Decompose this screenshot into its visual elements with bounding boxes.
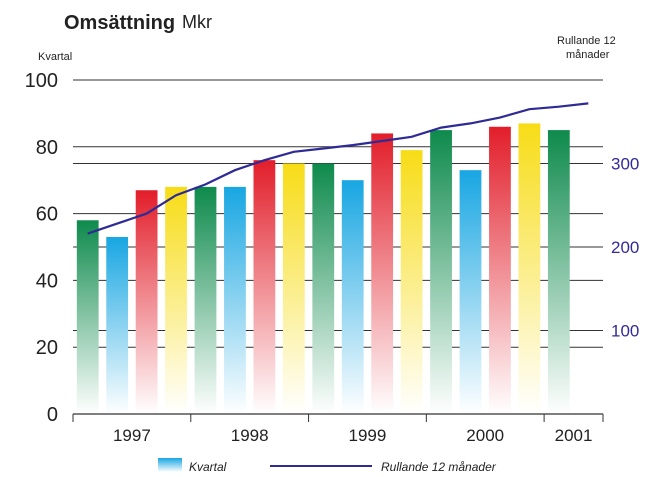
bar-1999-q2 [341, 180, 364, 414]
bar-1997-q3 [135, 190, 158, 414]
legend-label-kvartal: Kvartal [189, 460, 227, 474]
bar-1998-q2 [224, 186, 246, 414]
legend-label-rullande: Rullande 12 månader [381, 460, 497, 474]
y-left-tick-60: 60 [36, 204, 58, 226]
y-right-tick-200: 200 [611, 238, 639, 257]
bar-2000-q4 [518, 123, 541, 415]
bar-1997-q2 [106, 236, 129, 414]
y-left-tick-20: 20 [36, 337, 58, 359]
legend-swatch-kvartal [158, 458, 182, 472]
legend: Kvartal Rullande 12 månader [158, 458, 497, 474]
y-right-tick-100: 100 [611, 322, 639, 341]
y-right-tick-300: 300 [611, 155, 639, 174]
x-tick-1999: 1999 [349, 426, 387, 445]
bar-1997-q4 [165, 186, 187, 414]
bar-2001-q1 [547, 130, 570, 414]
bar-series [76, 123, 570, 415]
x-tick-1998: 1998 [231, 426, 269, 445]
bar-1999-q1 [312, 163, 335, 414]
bar-1998-q1 [194, 186, 217, 414]
bar-1998-q4 [282, 163, 305, 414]
bar-1999-q4 [400, 150, 423, 414]
x-tick-1997: 1997 [113, 426, 151, 445]
bar-2000-q2 [459, 170, 482, 414]
chart-title: Omsättning Mkr [64, 12, 212, 34]
y-left-tick-40: 40 [36, 270, 58, 292]
y-left-tick-0: 0 [47, 404, 58, 426]
bar-1999-q3 [371, 133, 394, 414]
right-axis-label-line1: Rullande 12 [557, 35, 616, 47]
chart-unit: Mkr [182, 12, 212, 32]
bar-1997-q1 [76, 220, 99, 414]
chart-title-text: Omsättning [64, 12, 175, 34]
left-axis-label: Kvartal [38, 51, 72, 63]
bar-1998-q3 [253, 160, 276, 414]
bar-2000-q3 [489, 126, 511, 414]
x-tick-2000: 2000 [466, 426, 504, 445]
line-series [87, 102, 589, 235]
right-axis-label-line2: månader [566, 49, 610, 61]
bar-2000-q1 [430, 130, 452, 414]
line-rullande-12 [87, 102, 589, 235]
y-left-tick-100: 100 [25, 70, 58, 92]
gridlines [73, 79, 603, 348]
x-tick-2001: 2001 [555, 426, 593, 445]
axes: 0 20 40 60 80 100 100 200 300 1997 1998 1999 2000 200… [25, 70, 640, 445]
y-left-tick-80: 80 [36, 137, 58, 159]
